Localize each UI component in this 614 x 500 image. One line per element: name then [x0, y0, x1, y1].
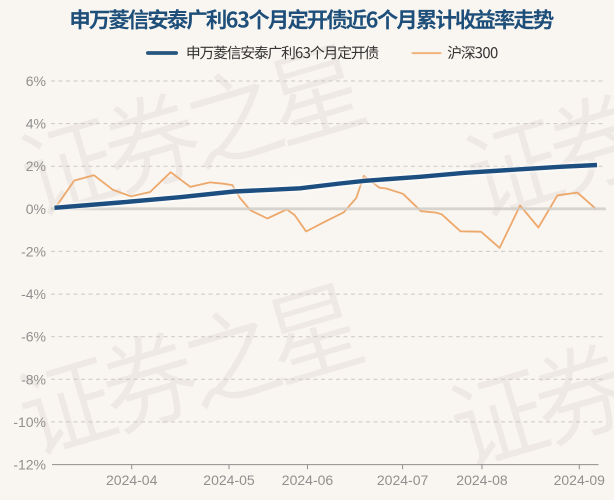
svg-text:-6%: -6%	[21, 329, 46, 345]
svg-text:2%: 2%	[26, 158, 46, 174]
svg-text:2024-08: 2024-08	[456, 472, 508, 488]
svg-text:2024-06: 2024-06	[282, 472, 334, 488]
svg-text:-10%: -10%	[13, 414, 46, 430]
svg-text:2024-05: 2024-05	[203, 472, 255, 488]
svg-text:-8%: -8%	[21, 371, 46, 387]
svg-text:2024-09: 2024-09	[554, 472, 606, 488]
svg-text:6%: 6%	[26, 73, 46, 89]
svg-text:-4%: -4%	[21, 286, 46, 302]
svg-text:-12%: -12%	[13, 457, 46, 473]
svg-text:0%: 0%	[26, 201, 46, 217]
svg-text:-2%: -2%	[21, 243, 46, 259]
svg-text:4%: 4%	[26, 116, 46, 132]
svg-text:2024-04: 2024-04	[106, 472, 158, 488]
svg-text:2024-07: 2024-07	[377, 472, 429, 488]
